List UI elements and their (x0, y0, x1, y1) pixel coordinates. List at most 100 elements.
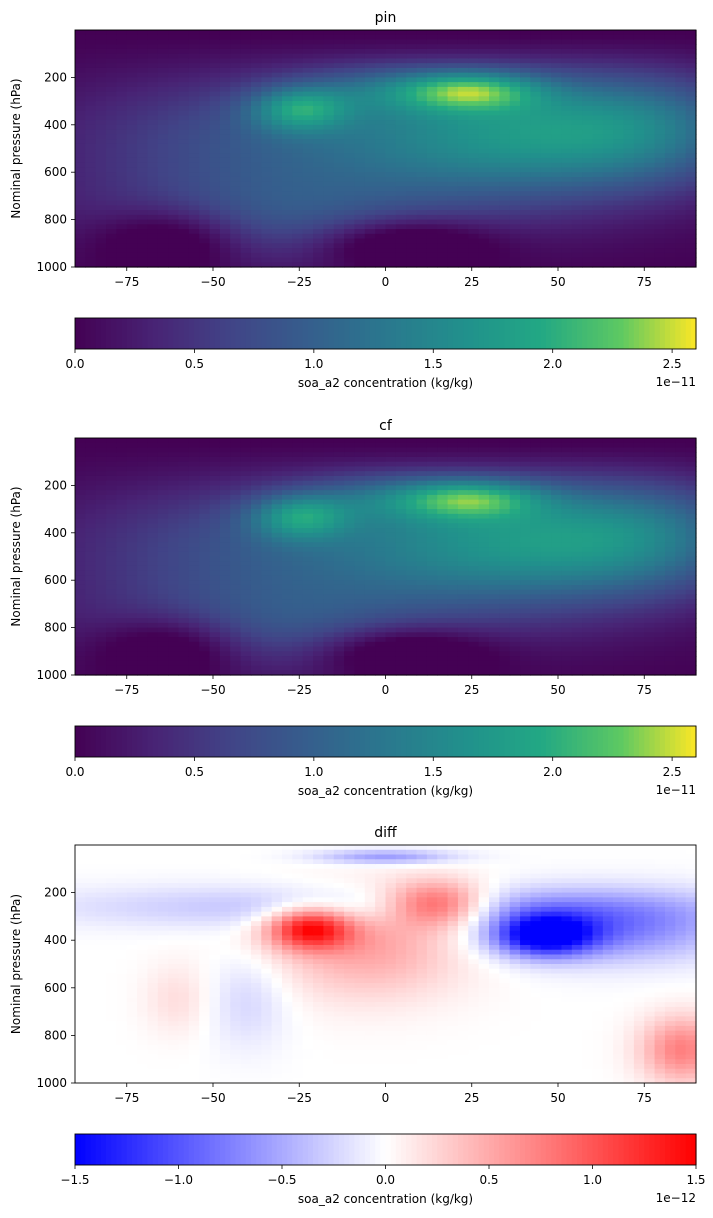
heatmap-cell (499, 129, 511, 135)
heatmap-cell (437, 224, 449, 230)
heatmap-cell (644, 124, 656, 131)
heatmap-cell (489, 243, 500, 249)
heatmap-cell (157, 656, 169, 662)
heatmap-cell (406, 105, 418, 112)
heatmap-cell (313, 518, 324, 524)
heatmap-cell (116, 48, 128, 55)
heatmap-cell (437, 565, 449, 572)
heatmap-cell (271, 494, 283, 501)
heatmap-cell (344, 442, 356, 449)
heatmap-cell (126, 523, 138, 529)
heatmap-cell (157, 77, 169, 83)
heatmap-cell (664, 101, 676, 107)
heatmap-cell (85, 660, 97, 667)
heatmap-cell (437, 518, 449, 524)
heatmap-cell (375, 205, 387, 211)
heatmap-cell (209, 646, 221, 652)
heatmap-cell (406, 475, 418, 482)
heatmap-cell (530, 195, 542, 202)
heatmap-cell (623, 143, 635, 150)
colorbar-segment (276, 318, 283, 349)
heatmap-cell (271, 660, 283, 667)
heatmap-cell (551, 210, 563, 216)
heatmap-cell (664, 91, 676, 97)
heatmap-cell (219, 139, 231, 145)
heatmap-cell (313, 195, 324, 202)
heatmap-cell (416, 101, 428, 107)
heatmap-cell (261, 219, 273, 225)
heatmap-cell (168, 570, 180, 577)
heatmap-cell (313, 96, 324, 102)
heatmap-cell (654, 252, 666, 259)
heatmap-cell (323, 646, 335, 652)
heatmap-cell (116, 162, 128, 169)
heatmap-cell (209, 115, 221, 121)
heatmap-cell (188, 139, 200, 145)
heatmap-cell (644, 195, 656, 202)
heatmap-cell (188, 67, 200, 74)
heatmap-cell (602, 248, 614, 254)
heatmap-cell (551, 172, 563, 178)
heatmap-cell (395, 461, 407, 468)
heatmap-cell (447, 53, 459, 60)
heatmap-cell (106, 532, 117, 539)
heatmap-cell (313, 509, 324, 515)
heatmap-cell (447, 63, 459, 69)
heatmap-cell (240, 115, 252, 121)
heatmap-cell (75, 219, 86, 225)
heatmap-cell (540, 72, 552, 78)
heatmap-cell (240, 651, 252, 657)
heatmap-cell (271, 181, 283, 188)
heatmap-cell (354, 580, 366, 586)
heatmap-cell (261, 466, 273, 472)
heatmap-cell (499, 124, 511, 131)
heatmap-cell (333, 608, 345, 614)
heatmap-cell (147, 485, 159, 491)
heatmap-cell (75, 589, 86, 596)
heatmap-cell (219, 622, 231, 629)
heatmap-cell (623, 162, 635, 169)
heatmap-cell (447, 243, 459, 249)
heatmap-cell (354, 561, 366, 567)
heatmap-cell (489, 134, 500, 140)
heatmap-cell (426, 561, 438, 567)
heatmap-cell (364, 561, 376, 567)
heatmap-cell (157, 210, 169, 216)
heatmap-cell (468, 129, 480, 135)
heatmap-cell (75, 528, 86, 534)
heatmap-cell (385, 181, 397, 188)
heatmap-cell (230, 115, 242, 121)
heatmap-cell (354, 480, 366, 486)
heatmap-cell (240, 34, 252, 41)
heatmap-cell (147, 148, 159, 154)
heatmap-cell (271, 44, 283, 50)
heatmap-cell (261, 139, 273, 145)
colorbar-segment (483, 318, 490, 349)
heatmap-cell (520, 167, 531, 173)
heatmap-cell (75, 542, 86, 548)
heatmap-cell (313, 129, 324, 135)
heatmap-cell (540, 134, 552, 140)
heatmap-cell (302, 91, 314, 97)
heatmap-cell (540, 219, 552, 225)
heatmap-cell (685, 262, 697, 268)
heatmap-cell (75, 471, 86, 477)
heatmap-cell (375, 627, 387, 633)
heatmap-cell (126, 233, 138, 240)
heatmap-cell (106, 143, 117, 150)
heatmap-cell (209, 181, 221, 188)
heatmap-cell (426, 556, 438, 562)
heatmap-cell (209, 580, 221, 586)
heatmap-cell (230, 551, 242, 558)
heatmap-cell (613, 195, 625, 202)
heatmap-cell (468, 124, 480, 131)
heatmap-cell (292, 490, 304, 496)
heatmap-cell (126, 176, 138, 183)
heatmap-cell (116, 39, 128, 45)
heatmap-cell (126, 641, 138, 648)
heatmap-cell (395, 58, 407, 64)
heatmap-cell (437, 115, 449, 121)
heatmap-cell (426, 214, 438, 221)
heatmap-cell (457, 224, 469, 230)
heatmap-cell (457, 58, 469, 64)
